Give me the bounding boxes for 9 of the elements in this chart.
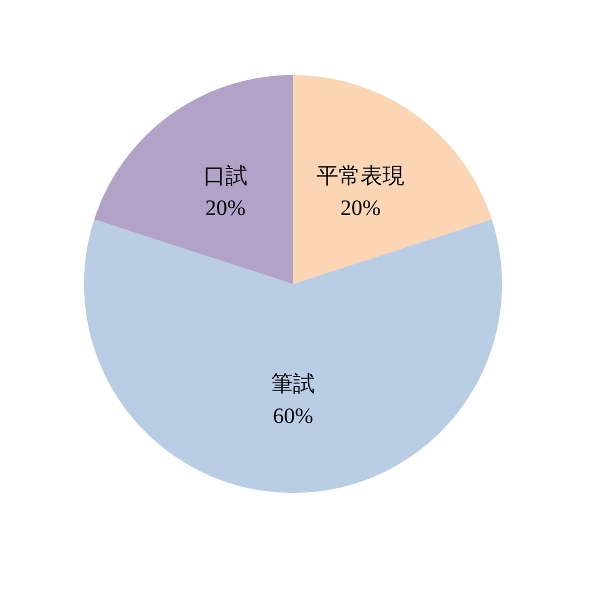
slice-label: 口試 bbox=[203, 163, 248, 188]
slice-label: 筆試 bbox=[271, 370, 315, 396]
slice-label: 平常表現 bbox=[316, 163, 405, 188]
pie-slice bbox=[84, 219, 502, 493]
pie-slice bbox=[293, 75, 492, 284]
data-label: 20% bbox=[340, 195, 381, 220]
pie-slice bbox=[94, 75, 293, 284]
data-label: 20% bbox=[205, 195, 246, 220]
data-label: 60% bbox=[272, 402, 314, 428]
